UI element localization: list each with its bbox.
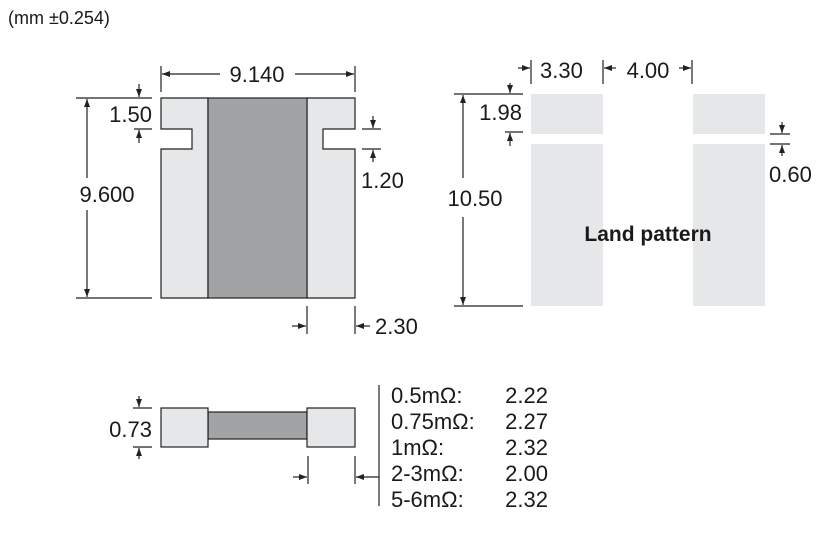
terminal-width-table: 0.5mΩ: 2.22 0.75mΩ: 2.27 1mΩ: 2.32 2-3mΩ… bbox=[391, 383, 548, 512]
side-body bbox=[207, 411, 308, 440]
side-left-terminal bbox=[160, 407, 209, 448]
table-resistance: 5-6mΩ: bbox=[391, 487, 464, 512]
left-terminal bbox=[160, 97, 209, 299]
pad-bottom-left bbox=[531, 144, 603, 306]
height-dimension: 9.600 bbox=[76, 99, 152, 299]
slot-gap-value: 0.60 bbox=[769, 162, 812, 187]
notch-offset-value: 1.50 bbox=[109, 102, 152, 127]
table-value: 2.32 bbox=[505, 487, 548, 512]
pad-bottom-right bbox=[693, 144, 765, 306]
pad-gap-value: 4.00 bbox=[627, 58, 670, 83]
land-pattern: Land pattern 3.30 4.00 1.98 10.50 bbox=[447, 58, 812, 307]
terminal-width-value: 2.30 bbox=[375, 314, 418, 339]
width-dimension: 9.140 bbox=[160, 62, 356, 92]
table-resistance: 2-3mΩ: bbox=[391, 461, 464, 486]
table-resistance: 1mΩ: bbox=[391, 435, 444, 460]
notch-height-value: 1.20 bbox=[361, 168, 404, 193]
table-resistance: 0.75mΩ: bbox=[391, 409, 475, 434]
slot-gap-dimension: 0.60 bbox=[769, 122, 812, 187]
height-value: 9.600 bbox=[79, 182, 134, 207]
right-terminal bbox=[306, 97, 356, 299]
table-value: 2.22 bbox=[505, 383, 548, 408]
pad-gap-dimension: 4.00 bbox=[604, 58, 693, 84]
units-note: (mm ±0.254) bbox=[8, 8, 110, 28]
side-right-terminal bbox=[306, 407, 356, 448]
table-value: 2.00 bbox=[505, 461, 548, 486]
top-view: 9.140 1.50 9.600 1.20 bbox=[76, 62, 418, 339]
total-height-dimension: 10.50 bbox=[447, 95, 523, 307]
side-view: 0.73 0.5mΩ: 2.22 0.75mΩ: 2.27 1mΩ: 2.32 … bbox=[109, 383, 548, 512]
top-pad-height-value: 1.98 bbox=[479, 100, 522, 125]
side-terminal-width-dimension bbox=[293, 385, 380, 506]
table-resistance: 0.5mΩ: bbox=[391, 383, 462, 408]
notch-offset-dimension: 1.50 bbox=[76, 84, 152, 143]
pad-width-dimension: 3.30 bbox=[518, 58, 604, 84]
land-pattern-label: Land pattern bbox=[584, 223, 711, 246]
pad-top-left bbox=[531, 94, 603, 134]
table-value: 2.32 bbox=[505, 435, 548, 460]
total-height-value: 10.50 bbox=[447, 186, 502, 211]
top-pad-height-dimension: 1.98 bbox=[454, 83, 523, 146]
table-value: 2.27 bbox=[505, 409, 548, 434]
resistor-body bbox=[207, 97, 308, 299]
width-value: 9.140 bbox=[229, 62, 284, 87]
thickness-value: 0.73 bbox=[109, 417, 152, 442]
terminal-width-dimension: 2.30 bbox=[292, 306, 418, 339]
pad-top-right bbox=[693, 94, 765, 134]
thickness-dimension: 0.73 bbox=[109, 396, 152, 459]
pad-width-value: 3.30 bbox=[540, 58, 583, 83]
notch-height-dimension: 1.20 bbox=[361, 116, 404, 193]
